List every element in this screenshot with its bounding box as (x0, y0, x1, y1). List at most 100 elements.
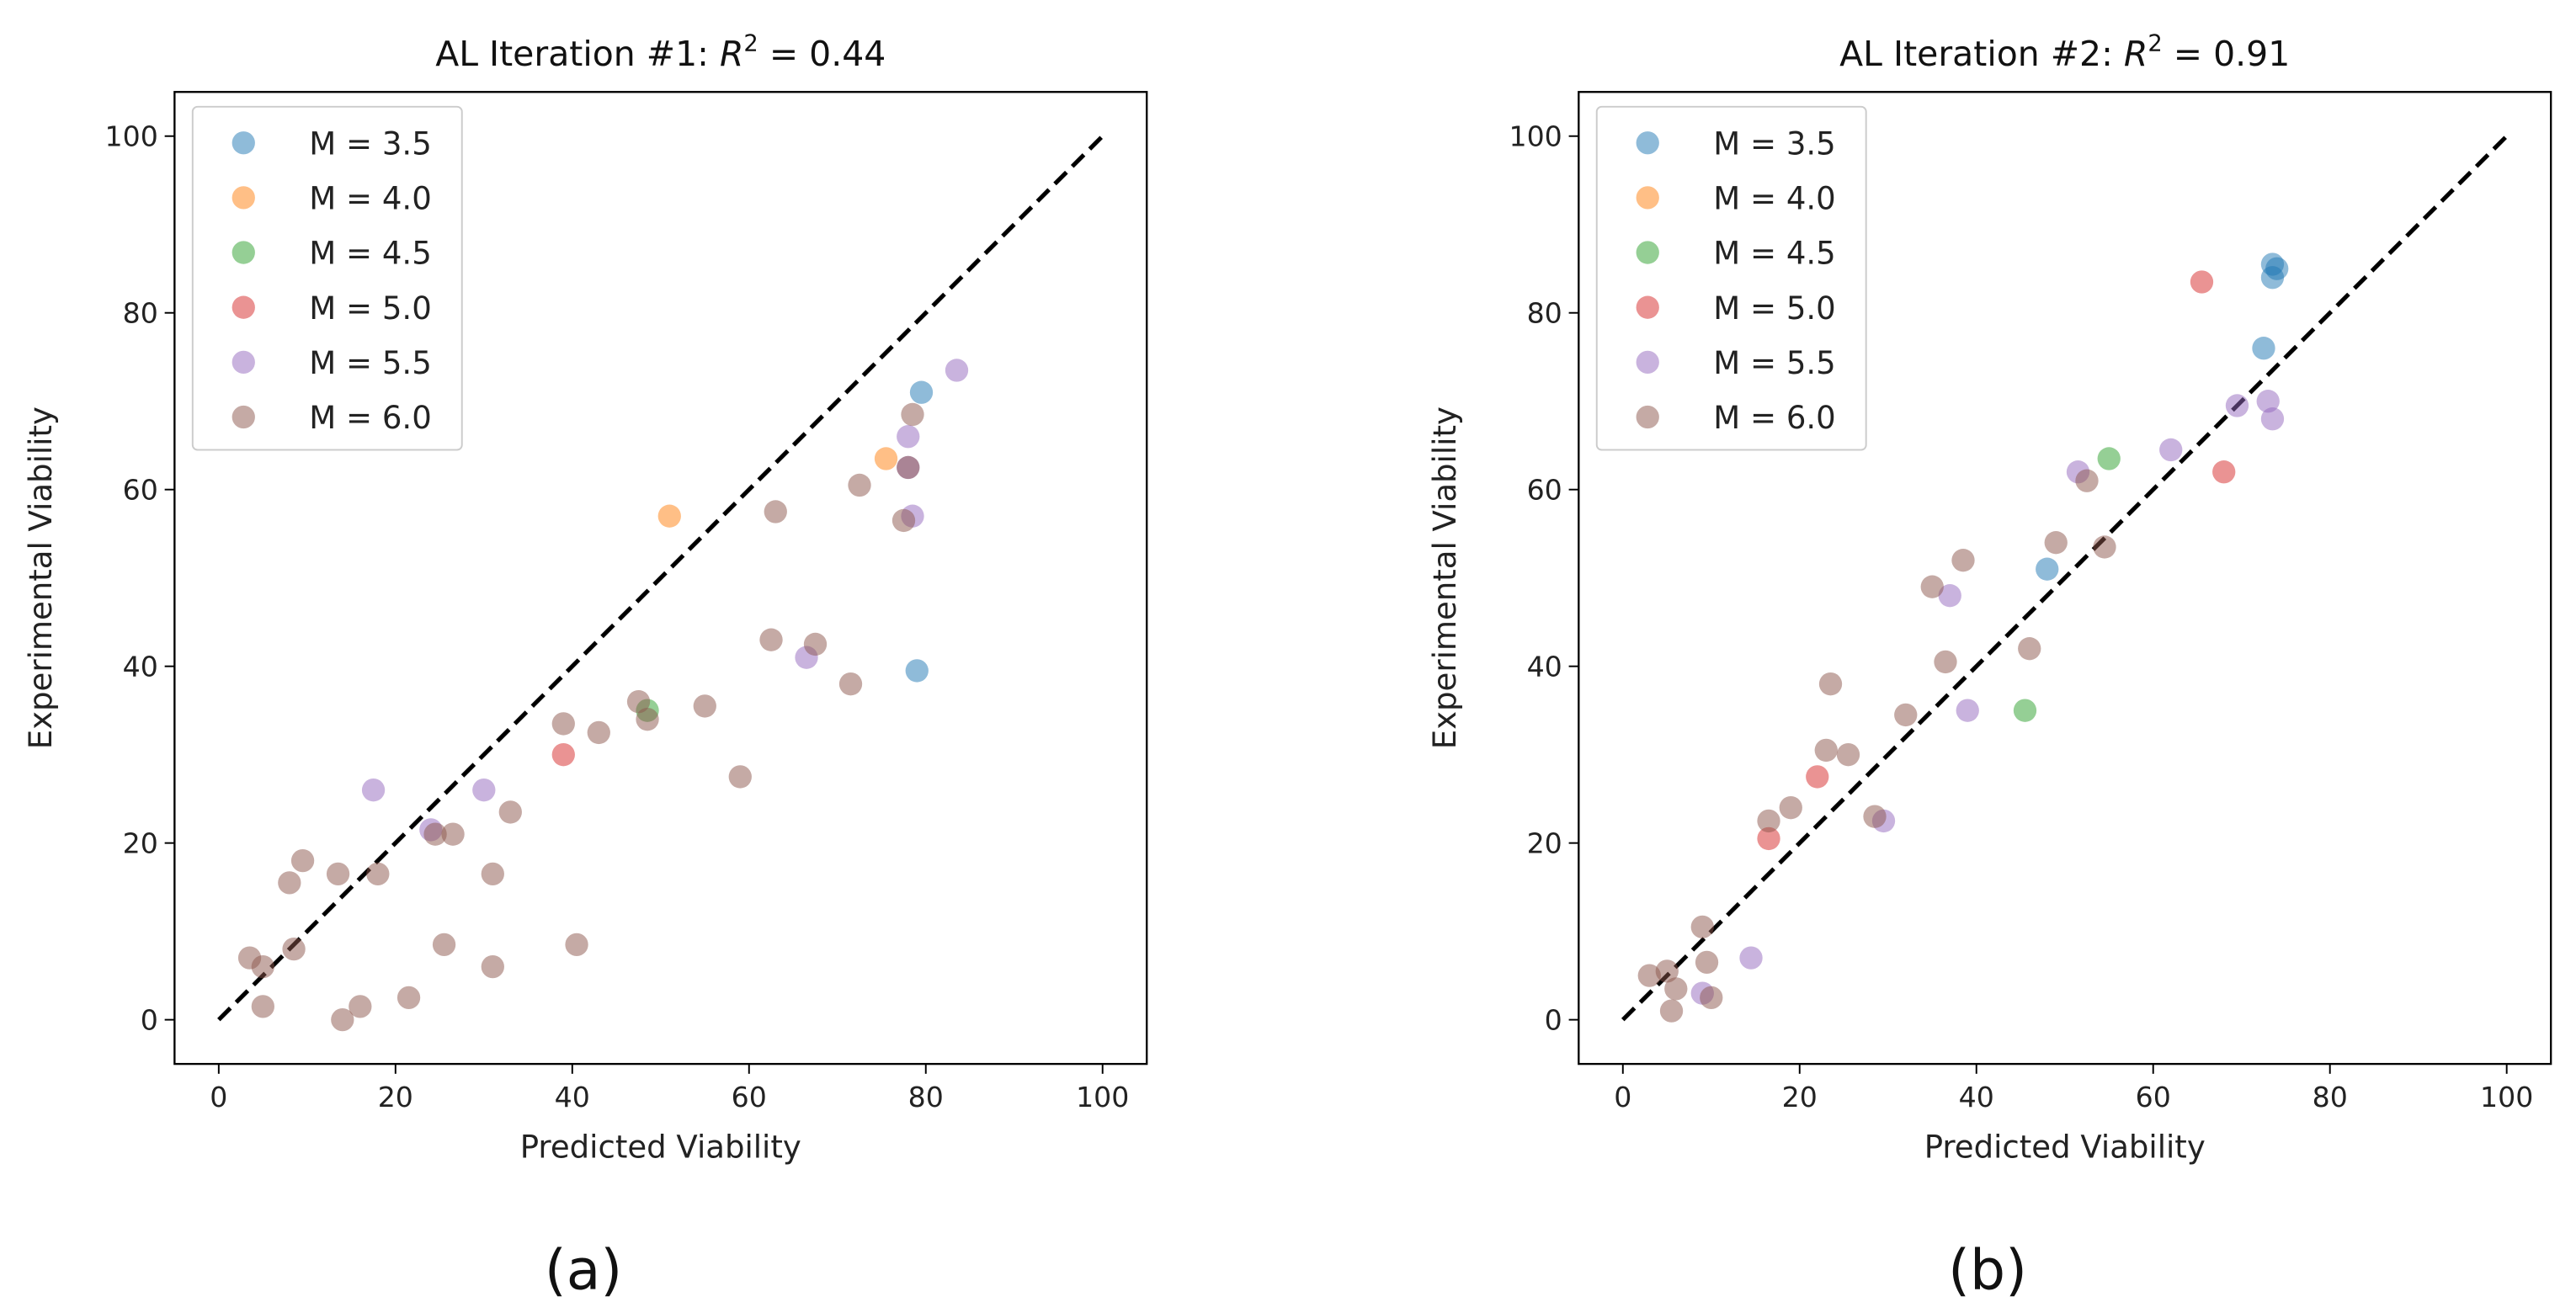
title-text: AL Iteration #1: (435, 34, 720, 74)
y-axis-label: Experimental Viability (23, 407, 59, 749)
y-tick-label: 100 (105, 120, 158, 152)
legend-marker (232, 405, 255, 429)
y-tick-label: 40 (123, 650, 158, 683)
x-tick-label: 20 (378, 1081, 413, 1113)
data-point (1818, 672, 1843, 696)
data-point (1757, 826, 1780, 851)
data-point (1757, 809, 1780, 833)
series-60 (1637, 469, 2116, 1023)
data-point (1659, 999, 1684, 1023)
data-point (693, 694, 716, 718)
legend-label: M = 3.5 (309, 125, 431, 162)
legend-marker (232, 295, 255, 319)
data-point (278, 871, 301, 895)
data-point (2075, 469, 2099, 492)
y-tick-label: 40 (1527, 650, 1562, 683)
data-point (1956, 699, 1979, 722)
data-point (2190, 270, 2214, 294)
series-50 (551, 743, 575, 767)
series-60 (237, 402, 924, 1032)
data-point (626, 690, 651, 714)
data-point (361, 779, 386, 802)
legend-label: M = 3.5 (1713, 125, 1835, 162)
data-point (251, 954, 274, 979)
y-tick-label: 0 (1545, 1003, 1562, 1036)
legend-marker (1636, 241, 1659, 264)
legend-label: M = 5.5 (1713, 345, 1835, 381)
data-point (587, 720, 610, 745)
x-tick-label: 0 (210, 1081, 227, 1113)
data-point (472, 779, 496, 802)
data-point (1655, 959, 1679, 983)
legend: M = 3.5 M = 4.0 M = 4.5 M = 5.0 M = 5.5 M = 6… (1595, 105, 1867, 451)
data-point (1920, 575, 1944, 598)
y-tick-label: 20 (123, 826, 158, 859)
x-tick-label: 80 (2313, 1081, 2348, 1113)
axes-frame (1578, 91, 2552, 1066)
y-tick-label: 0 (141, 1003, 158, 1036)
reference-line (217, 134, 1104, 1022)
reference-line (1621, 134, 2509, 1022)
data-point (905, 659, 929, 683)
x-tick-label: 60 (732, 1081, 767, 1113)
x-tick-label: 40 (555, 1081, 590, 1113)
y-axis-label: Experimental Viability (1427, 407, 1463, 749)
legend-marker (1636, 186, 1659, 210)
data-point (481, 954, 504, 979)
data-point (1690, 915, 1714, 939)
data-point (441, 822, 465, 846)
legend-label: M = 6.0 (309, 400, 431, 436)
series-35 (905, 380, 934, 683)
x-tick-label: 0 (1614, 1081, 1631, 1113)
data-point (366, 862, 390, 886)
title-superscript: 2 (2148, 30, 2162, 56)
data-point (1934, 650, 1957, 674)
data-point (838, 672, 863, 696)
legend-box (1595, 105, 1867, 451)
data-point (1894, 703, 1918, 727)
data-point (1695, 950, 1719, 975)
data-point (1836, 743, 1860, 767)
legend-label: M = 5.5 (309, 345, 431, 381)
data-point (551, 743, 575, 767)
data-point (2093, 535, 2116, 559)
data-point (803, 632, 828, 656)
data-point (945, 359, 969, 382)
data-point (1938, 584, 1961, 608)
series-35 (2036, 252, 2289, 581)
data-point (290, 848, 315, 873)
x-tick-label: 60 (2136, 1081, 2171, 1113)
legend-box (191, 105, 463, 451)
y-tick-label: 100 (1509, 120, 1562, 152)
data-point (1951, 549, 1975, 572)
data-point (1806, 765, 1829, 789)
data-point (1739, 946, 1763, 970)
legend-label: M = 4.5 (1713, 236, 1835, 272)
legend-label: M = 5.0 (1713, 290, 1835, 327)
y-tick-label: 80 (123, 296, 158, 329)
data-point (636, 708, 659, 731)
legend-label: M = 4.0 (309, 181, 431, 217)
title-value: = 0.91 (2163, 34, 2291, 74)
legend-marker (232, 131, 255, 155)
data-point (2252, 337, 2275, 360)
data-point (1664, 977, 1688, 1001)
legend-label: M = 6.0 (1713, 400, 1835, 436)
axes-frame (173, 91, 1148, 1066)
data-point (1700, 986, 1723, 1010)
title-variable: R (720, 34, 743, 74)
data-point (1637, 964, 1661, 987)
data-point (891, 508, 916, 533)
data-point (251, 995, 274, 1018)
legend-marker (1636, 405, 1659, 429)
data-point (909, 380, 934, 404)
legend-label: M = 5.0 (309, 290, 431, 327)
x-tick-label: 100 (1076, 1081, 1129, 1113)
y-tick-label: 60 (1527, 473, 1562, 506)
data-point (326, 862, 350, 886)
data-point (349, 995, 372, 1018)
x-tick-label: 80 (908, 1081, 944, 1113)
data-point (2159, 438, 2183, 462)
x-axis-label: Predicted Viability (520, 1129, 801, 1165)
